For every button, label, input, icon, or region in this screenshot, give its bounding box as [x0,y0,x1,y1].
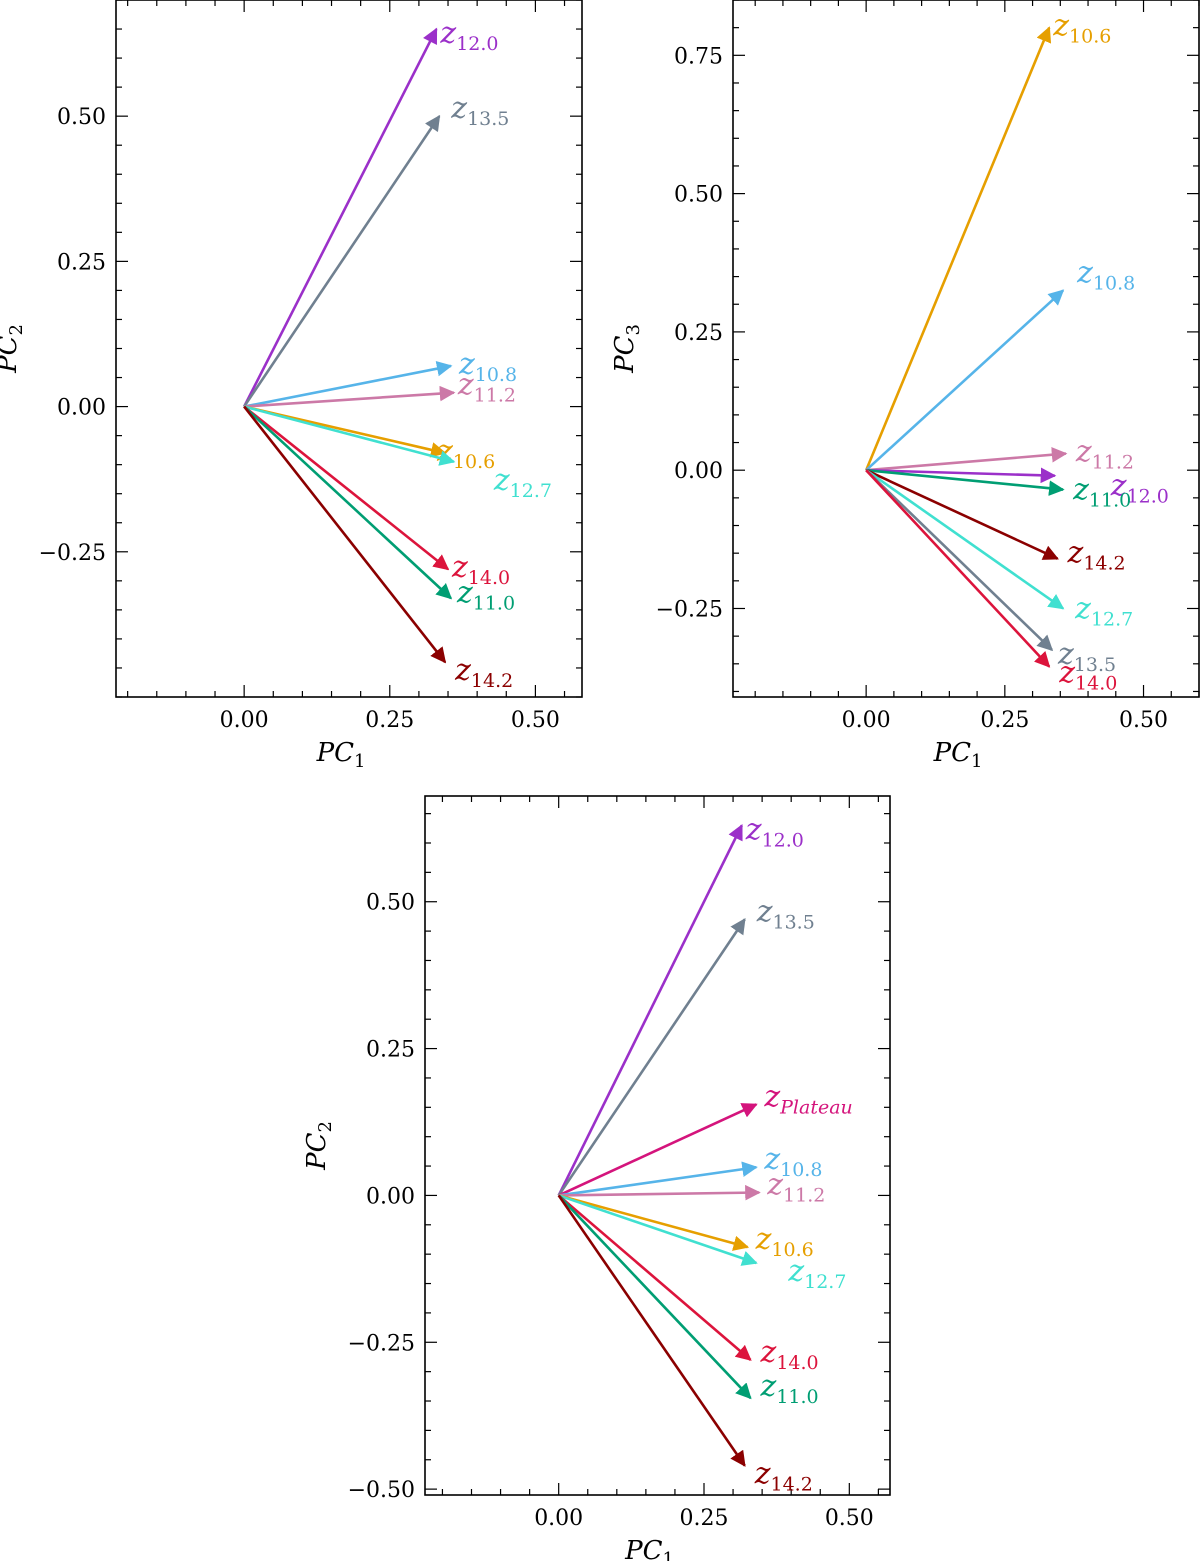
y-tick-label: −0.25 [656,597,723,622]
vector-label-z14-2: z14.2 [1067,536,1126,575]
vector-label-z14-0: z14.0 [760,1335,819,1374]
x-axis-label: PC1 [624,1536,674,1561]
loading-vector-z13-5 [865,469,1054,652]
loading-vector-z10-8 [243,360,453,408]
loading-vector-z12-7 [558,1194,758,1266]
x-tick-label: 0.50 [825,1506,874,1531]
vector-label-z10-6: z10.6 [436,434,495,473]
loading-vector-z14-2 [557,1194,746,1467]
y-tick-label: 0.50 [366,891,415,916]
loading-vector-z12-7 [865,469,1065,610]
vector-label-z12-7: z12.7 [787,1254,846,1293]
loading-vector-z14-2 [865,469,1059,560]
loading-vector-z11-2 [244,385,456,408]
y-tick-label: 0.25 [57,250,106,275]
vector-label-z12-7: z12.7 [493,463,552,502]
loading-vector-z14-0 [865,469,1051,668]
y-tick-label: 0.75 [674,44,723,69]
loading-vector-z14-2 [243,405,447,664]
y-tick-label: 0.25 [366,1038,415,1063]
x-axis-label: PC1 [933,738,983,772]
vector-label-z10-8: z10.8 [1076,255,1135,294]
loading-vector-z11-0 [243,405,453,600]
loading-vector-z10-8 [558,1161,758,1197]
y-tick-label: 0.00 [674,459,723,484]
vector-label-z14-2: z14.2 [754,1457,813,1496]
y-tick-label: −0.25 [348,1331,415,1356]
x-tick-label: 0.50 [511,708,560,733]
y-tick-label: 0.50 [674,183,723,208]
loading-vector-z10-6 [864,26,1052,471]
biplot-panel-pc1-pc2: 0.00 0.25 0.50 −0.25 0.00 0.25 0.50 PC1 PC2 z12.0… [0,0,583,772]
y-axis-label: PC2 [0,324,27,374]
y-tick-label: −0.25 [39,541,106,566]
loading-vector-z13-5 [243,114,441,408]
biplot-panel-pc1-pc3: 0.00 0.25 0.50 −0.25 0.00 0.25 0.50 0.75 PC1 PC3 z… [610,0,1200,772]
vector-label-z10-6: z10.6 [755,1222,814,1261]
vector-label-z10-6: z10.6 [1052,9,1111,48]
loading-vector-z11-0 [557,1194,752,1400]
loading-vector-z10-6 [558,1194,750,1251]
tick-marks [733,0,1200,697]
y-tick-label: 0.25 [674,321,723,346]
x-tick-label: 0.25 [365,708,414,733]
y-tick-label: −0.50 [348,1478,415,1503]
y-tick-label: 0.00 [366,1184,415,1209]
loading-vector-z12-7 [243,405,456,466]
x-tick-label: 0.25 [680,1506,729,1531]
vector-label-z13-5: z13.5 [756,894,815,933]
vector-label-z12-0: z12.0 [439,16,498,55]
plot-frame [732,0,1200,698]
biplot-panel-pc1-pc2-with-plateau: 0.00 0.25 0.50 −0.50 −0.25 0.00 0.25 0.50 PC1 PC2… [302,795,891,1561]
vector-label-z12-7: z12.7 [1074,591,1133,630]
x-tick-label: 0.00 [842,708,891,733]
loading-vector-z14-0 [243,405,450,571]
loading-vector-z12-0 [557,823,743,1197]
loading-vector-z11-2 [866,446,1068,472]
y-axis-label: PC3 [610,324,644,374]
loading-vector-z11-0 [866,468,1065,496]
loading-vector-z13-5 [557,918,746,1197]
vector-label-zPlateau: zPlateau [763,1079,852,1118]
y-tick-label: 0.00 [57,396,106,421]
loading-vector-zPlateau [558,1103,758,1197]
x-axis-label: PC1 [316,738,366,772]
loading-vector-z10-8 [865,289,1065,472]
loading-vector-z12-0 [242,27,438,408]
y-axis-label: PC2 [302,1121,336,1171]
vector-label-z12-0: z12.0 [745,812,804,851]
x-tick-label: 0.00 [220,708,269,733]
vector-label-z13-5: z13.5 [450,91,509,130]
x-tick-label: 0.00 [534,1506,583,1531]
tick-marks [116,0,582,698]
plot-frame [424,795,891,1496]
x-tick-label: 0.50 [1119,708,1168,733]
loading-vector-z11-2 [558,1184,761,1201]
loading-vector-z14-0 [557,1194,752,1361]
y-tick-label: 0.50 [57,105,106,130]
loading-vector-z12-0 [866,467,1057,484]
vector-label-z11-0: z11.0 [760,1369,819,1408]
x-tick-label: 0.25 [980,708,1029,733]
tick-marks [425,796,890,1495]
vector-label-z14-2: z14.2 [454,653,513,692]
